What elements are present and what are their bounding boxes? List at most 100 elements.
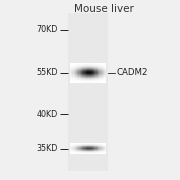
- Bar: [98, 79, 99, 80]
- Bar: [102, 146, 103, 147]
- Bar: [76, 72, 77, 73]
- Bar: [105, 152, 106, 153]
- Bar: [83, 149, 85, 150]
- Bar: [78, 81, 80, 82]
- Bar: [83, 79, 85, 80]
- Bar: [95, 77, 97, 78]
- Bar: [86, 82, 87, 83]
- Bar: [83, 146, 85, 147]
- Bar: [105, 74, 106, 75]
- Bar: [77, 70, 78, 71]
- Bar: [105, 149, 106, 150]
- Bar: [104, 152, 105, 153]
- Bar: [94, 69, 95, 70]
- Bar: [81, 72, 82, 73]
- Bar: [91, 73, 92, 74]
- Bar: [104, 149, 105, 150]
- Bar: [97, 65, 98, 66]
- Bar: [95, 62, 97, 63]
- Bar: [72, 72, 74, 73]
- Bar: [74, 153, 75, 154]
- Bar: [104, 69, 105, 70]
- Bar: [80, 75, 81, 76]
- Bar: [100, 62, 102, 63]
- Bar: [75, 76, 76, 77]
- Bar: [104, 151, 105, 152]
- Bar: [99, 62, 100, 63]
- Bar: [94, 148, 95, 149]
- Bar: [98, 76, 99, 77]
- Bar: [77, 77, 78, 78]
- Bar: [100, 150, 102, 151]
- Bar: [98, 78, 99, 79]
- Bar: [75, 69, 76, 70]
- Bar: [87, 67, 88, 68]
- Bar: [105, 73, 106, 74]
- Bar: [89, 70, 91, 71]
- Bar: [71, 77, 72, 78]
- Bar: [76, 79, 77, 80]
- Bar: [71, 66, 72, 67]
- Bar: [94, 67, 95, 68]
- Bar: [88, 79, 89, 80]
- Bar: [94, 153, 95, 154]
- Bar: [71, 65, 72, 66]
- Bar: [99, 146, 100, 147]
- Bar: [77, 64, 78, 65]
- Bar: [100, 63, 102, 64]
- Bar: [99, 71, 100, 72]
- Bar: [95, 143, 97, 144]
- Bar: [104, 81, 105, 82]
- Bar: [72, 149, 74, 150]
- Bar: [85, 64, 86, 65]
- Bar: [93, 74, 94, 75]
- Bar: [92, 72, 93, 73]
- Bar: [99, 148, 100, 149]
- Bar: [98, 144, 99, 145]
- Bar: [100, 144, 102, 145]
- Bar: [98, 82, 99, 83]
- Bar: [86, 65, 87, 66]
- Bar: [81, 82, 82, 83]
- Bar: [81, 151, 82, 152]
- Bar: [88, 152, 89, 153]
- Bar: [104, 143, 105, 144]
- Bar: [86, 72, 87, 73]
- Bar: [76, 80, 77, 81]
- Bar: [103, 75, 104, 76]
- Bar: [76, 143, 77, 144]
- Bar: [77, 148, 78, 149]
- Bar: [77, 74, 78, 75]
- Bar: [100, 148, 102, 149]
- Bar: [85, 63, 86, 64]
- Bar: [94, 152, 95, 153]
- Bar: [94, 68, 95, 69]
- Bar: [80, 78, 81, 79]
- Bar: [89, 152, 91, 153]
- Bar: [97, 82, 98, 83]
- Text: 35KD: 35KD: [36, 144, 58, 153]
- Bar: [99, 67, 100, 68]
- Bar: [99, 66, 100, 67]
- Bar: [74, 82, 75, 83]
- Bar: [91, 148, 92, 149]
- Bar: [89, 68, 91, 69]
- Bar: [72, 76, 74, 77]
- Bar: [87, 65, 88, 66]
- Bar: [87, 68, 88, 69]
- Bar: [88, 70, 89, 71]
- Bar: [88, 149, 89, 150]
- Bar: [100, 76, 102, 77]
- Bar: [87, 71, 88, 72]
- Bar: [88, 74, 89, 75]
- Bar: [92, 151, 93, 152]
- Bar: [75, 71, 76, 72]
- Bar: [104, 68, 105, 69]
- Bar: [70, 82, 71, 83]
- Bar: [82, 63, 83, 64]
- Bar: [85, 67, 86, 68]
- Bar: [98, 148, 99, 149]
- Bar: [97, 74, 98, 75]
- Bar: [97, 80, 98, 81]
- Bar: [82, 149, 83, 150]
